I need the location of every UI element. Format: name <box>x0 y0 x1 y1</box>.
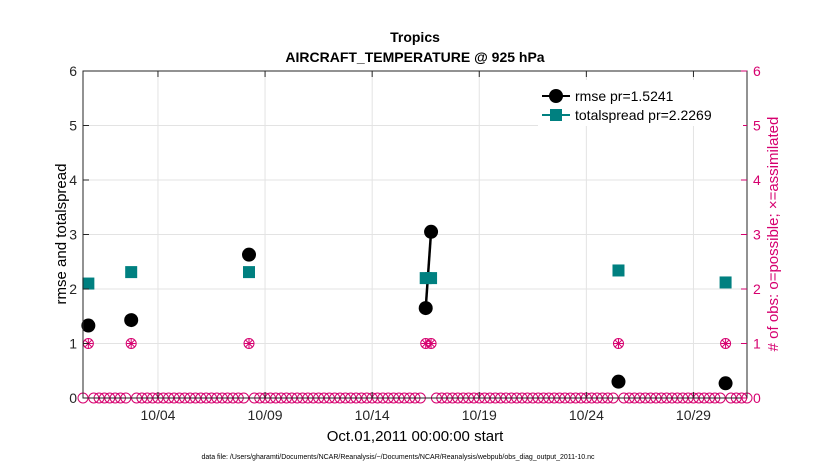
y-axis-right-label: # of obs: o=possible; ×=assimilated <box>765 117 782 352</box>
series-1-point-2 <box>243 266 255 279</box>
y-tick-label-0: 0 <box>69 390 77 406</box>
series-0-point-5 <box>611 374 626 389</box>
y-tick-label-4: 4 <box>69 172 77 188</box>
y-right-tick-label-1: 1 <box>753 336 761 352</box>
footnote: data file: /Users/gharamti/Documents/NCA… <box>201 454 595 461</box>
series-1-point-1 <box>125 266 138 279</box>
obs-possible-marker-65 <box>425 338 437 349</box>
x-axis-ticks: 10/04 10/09 10/14 10/19 10/24 10/29 <box>140 71 711 423</box>
y-right-tick-label-3: 3 <box>753 227 761 243</box>
series-1-point-4 <box>425 272 438 285</box>
series-0-point-4 <box>424 224 439 239</box>
obs-assimilated-marker-100 <box>613 339 623 348</box>
x-tick-label-3: 10/19 <box>462 407 497 423</box>
obs-possible-marker-9 <box>125 338 137 349</box>
series-0-point-1 <box>124 313 139 328</box>
series-0-point-6 <box>718 376 733 391</box>
series-0-point-2 <box>242 247 256 262</box>
y-right-tick-label-2: 2 <box>753 281 761 297</box>
obs-assimilated-marker-120 <box>721 339 731 348</box>
y-tick-label-6: 6 <box>69 63 77 79</box>
legend-rmse-marker <box>549 89 563 103</box>
obs-possible-marker-120 <box>720 338 732 349</box>
x-axis-label: Oct.01,2011 00:00:00 start <box>327 428 504 445</box>
chart-title: Tropics <box>390 29 440 45</box>
obs-possible-marker-100 <box>612 338 624 349</box>
y-tick-label-1: 1 <box>69 336 77 352</box>
y-right-tick-label-4: 4 <box>753 172 761 188</box>
x-tick-label-4: 10/24 <box>569 407 604 423</box>
legend-totalspread-marker <box>550 109 562 121</box>
y-axis-label: rmse and totalspread <box>53 164 70 305</box>
x-tick-label-1: 10/09 <box>248 407 283 423</box>
legend-rmse-label: rmse pr=1.5241 <box>575 88 674 104</box>
legend: rmse pr=1.5241 totalspread pr=2.2269 <box>538 80 743 126</box>
y-tick-label-2: 2 <box>69 281 77 297</box>
y-tick-label-5: 5 <box>69 118 77 134</box>
series-1-point-5 <box>612 264 625 277</box>
series-0-point-0 <box>81 318 96 333</box>
legend-totalspread-label: totalspread pr=2.2269 <box>575 107 712 123</box>
y-tick-label-3: 3 <box>69 227 77 243</box>
obs-assimilated-marker-65 <box>426 339 436 348</box>
data-series <box>81 224 733 391</box>
series-1-point-6 <box>719 276 732 289</box>
chart-subtitle: AIRCRAFT_TEMPERATURE @ 925 hPa <box>285 49 544 65</box>
obs-count-markers <box>77 338 753 404</box>
obs-assimilated-marker-9 <box>126 339 136 348</box>
y-right-tick-label-5: 5 <box>753 118 761 134</box>
y-axis-right-ticks: 0 1 2 3 4 5 6 <box>741 63 761 406</box>
y-axis-left-ticks: 0 1 2 3 4 5 6 <box>69 63 89 406</box>
x-tick-label-2: 10/14 <box>355 407 390 423</box>
series-0-segment-3 <box>424 231 433 309</box>
obs-assimilated-marker-31 <box>244 339 254 348</box>
x-tick-label-5: 10/29 <box>676 407 711 423</box>
y-right-tick-label-0: 0 <box>753 390 761 406</box>
x-tick-label-0: 10/04 <box>140 407 175 423</box>
y-right-tick-label-6: 6 <box>753 63 761 79</box>
series-1-point-0 <box>82 277 95 290</box>
series-0-point-3 <box>418 301 433 316</box>
legend-box <box>538 80 743 126</box>
obs-possible-marker-31 <box>243 338 255 349</box>
